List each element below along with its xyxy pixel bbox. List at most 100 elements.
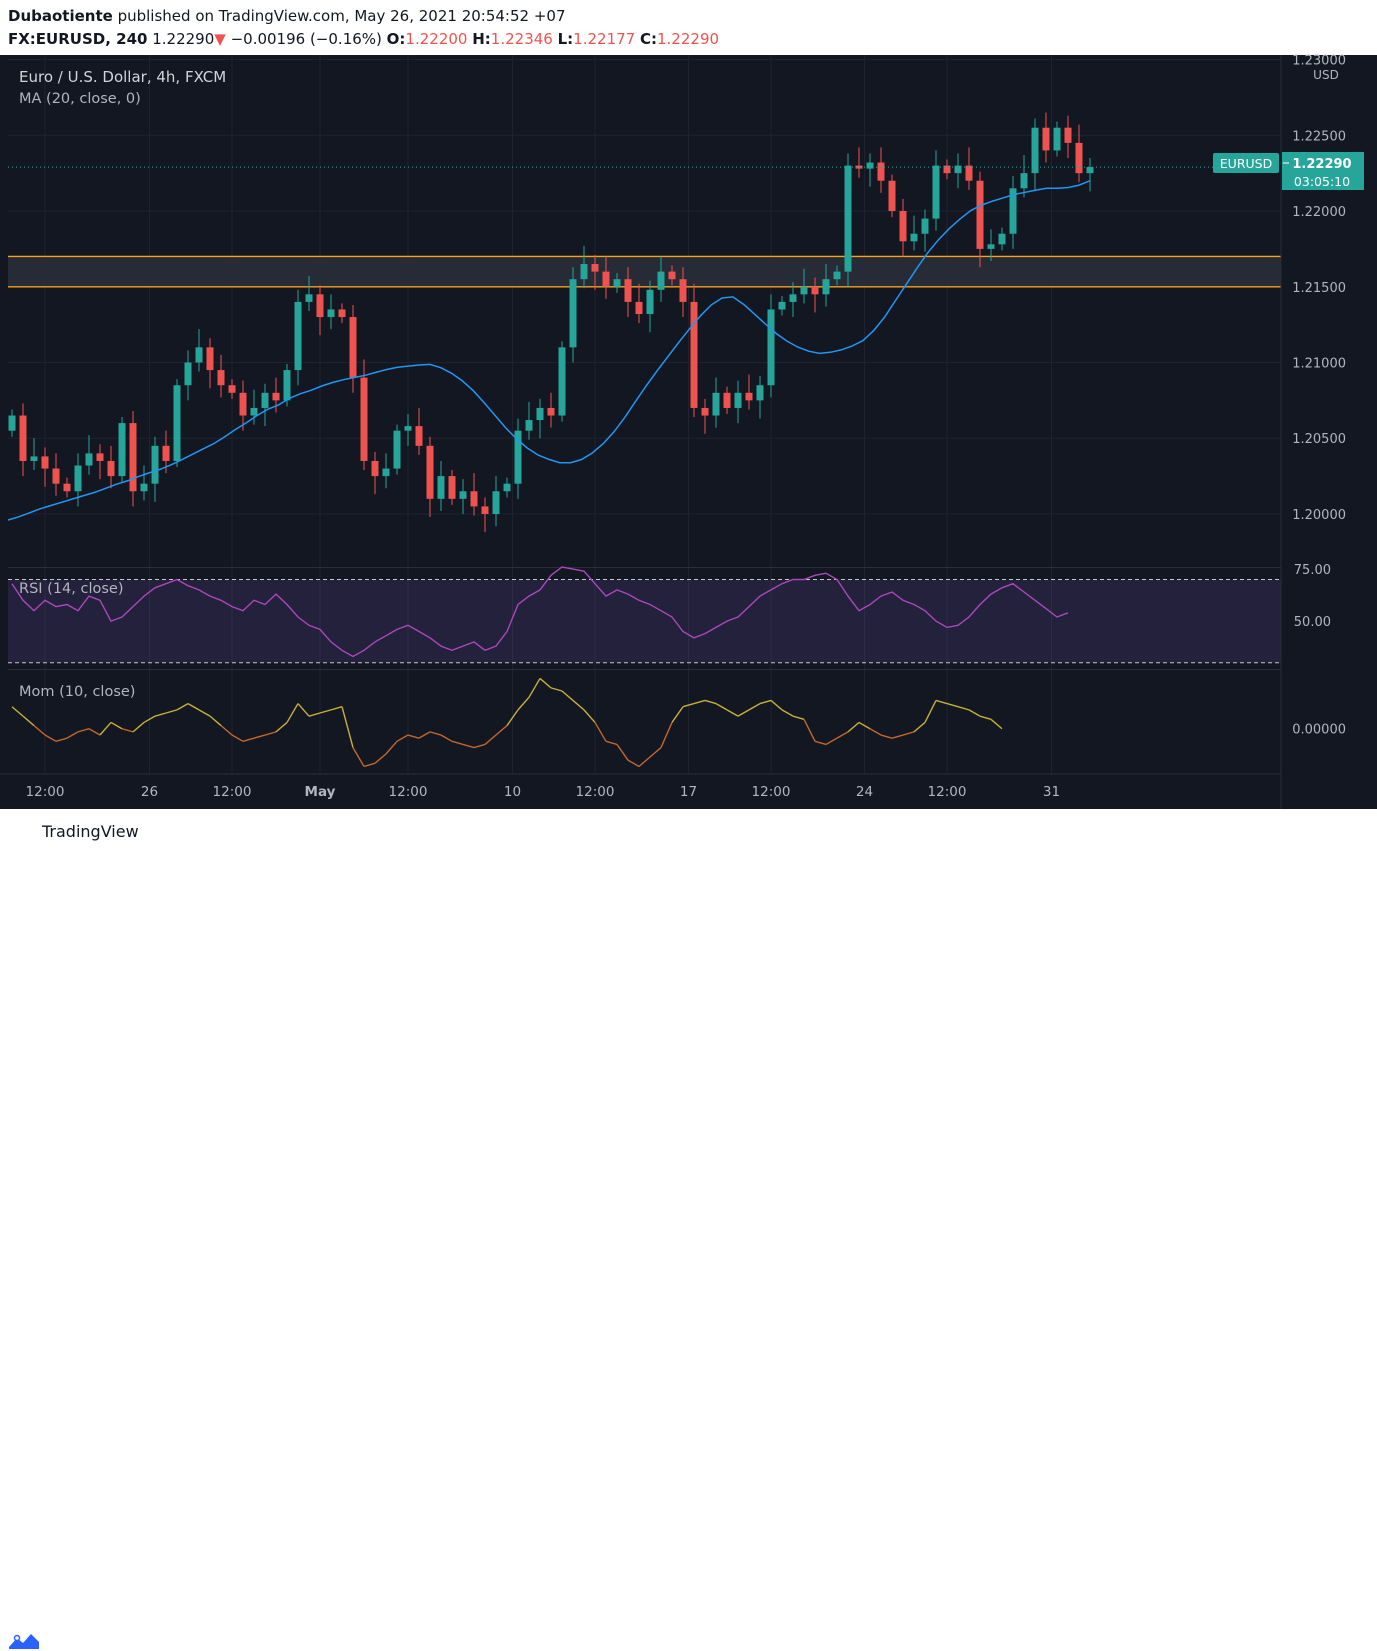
momentum-axis[interactable]: 0.00000 bbox=[1292, 723, 1346, 738]
momentum-segment bbox=[22, 715, 35, 727]
momentum-segment bbox=[66, 731, 79, 739]
momentum-segment bbox=[77, 728, 90, 733]
candle-body bbox=[52, 468, 60, 484]
momentum-segment bbox=[770, 699, 783, 711]
momentum-segment bbox=[44, 734, 57, 742]
candle-body bbox=[316, 294, 324, 318]
momentum-segment bbox=[539, 677, 552, 689]
close-value: 1.22290 bbox=[657, 30, 720, 48]
candle-body bbox=[1031, 127, 1039, 174]
candle-body bbox=[899, 211, 907, 242]
momentum-segment bbox=[957, 706, 970, 711]
candle-body bbox=[745, 392, 753, 401]
momentum-segment bbox=[198, 709, 211, 717]
momentum-segment bbox=[231, 734, 244, 742]
momentum-tick-label: 0.00000 bbox=[1292, 723, 1346, 738]
pane-divider-mom[interactable] bbox=[8, 669, 1281, 670]
symbol-badge-text: EURUSD bbox=[1220, 156, 1272, 171]
candle-body bbox=[789, 294, 797, 302]
candle-body bbox=[888, 180, 896, 212]
momentum-segment bbox=[649, 747, 662, 758]
price-axis[interactable]: 1.23000 1.22500 1.22000 1.21500 1.21000 1.205… bbox=[1292, 54, 1346, 523]
candle-body bbox=[514, 430, 522, 484]
momentum-segment bbox=[616, 744, 629, 761]
momentum-segment bbox=[88, 728, 101, 736]
symbol-legend-title[interactable]: Euro / U.S. Dollar, 4h, FXCM bbox=[19, 68, 226, 86]
momentum-segment bbox=[143, 715, 156, 724]
candle-body bbox=[976, 180, 984, 249]
candle-body bbox=[459, 491, 467, 499]
momentum-segment bbox=[396, 734, 409, 742]
momentum-segment bbox=[792, 715, 805, 720]
rsi-legend[interactable]: RSI (14, close) bbox=[19, 581, 124, 597]
momentum-segment bbox=[506, 709, 519, 726]
ma-legend[interactable]: MA (20, close, 0) bbox=[19, 91, 141, 107]
candle-body bbox=[1053, 127, 1061, 151]
momentum-segment bbox=[550, 687, 563, 692]
momentum-segment bbox=[374, 753, 387, 764]
candle-body bbox=[833, 271, 841, 280]
candle-body bbox=[569, 279, 577, 348]
candle-body bbox=[822, 279, 830, 295]
candle-body bbox=[602, 271, 610, 287]
momentum-segment bbox=[407, 734, 420, 739]
momentum-segment bbox=[946, 702, 959, 708]
candle-body bbox=[679, 279, 687, 302]
candle-body bbox=[107, 460, 115, 477]
candle-body bbox=[206, 347, 214, 371]
candle-body bbox=[195, 347, 203, 363]
chart-canvas[interactable]: 1.23000 1.22500 1.22000 1.21500 1.21000 1.205… bbox=[0, 0, 1377, 855]
candle-body bbox=[151, 445, 159, 484]
candle-body bbox=[481, 506, 489, 514]
momentum-segment bbox=[440, 734, 453, 742]
footer bbox=[0, 809, 1377, 1649]
momentum-segment bbox=[209, 715, 222, 727]
momentum-segment bbox=[825, 737, 838, 746]
candle-body bbox=[635, 301, 643, 315]
candle-body bbox=[492, 491, 500, 514]
candle-body bbox=[393, 430, 401, 469]
close-label: C: bbox=[639, 30, 657, 48]
candle-body bbox=[1064, 127, 1072, 143]
time-tick-label: 24 bbox=[856, 784, 873, 800]
candle-body bbox=[613, 279, 621, 287]
momentum-segment bbox=[165, 709, 178, 714]
high-value: 1.22346 bbox=[490, 30, 553, 48]
price-tick-label: 1.20000 bbox=[1292, 508, 1346, 523]
momentum-segment bbox=[869, 728, 882, 736]
time-axis[interactable]: 12:00 26 12:00 May 12:00 10 12:00 17 12:00 24 12:0… bbox=[26, 784, 1061, 800]
candle-body bbox=[261, 392, 269, 408]
mom-legend[interactable]: Mom (10, close) bbox=[19, 684, 135, 700]
candle-body bbox=[371, 460, 379, 477]
momentum-segment bbox=[352, 747, 365, 767]
author-name[interactable]: Dubaotiente bbox=[8, 7, 113, 25]
momentum-segment bbox=[462, 743, 475, 749]
candle-body bbox=[987, 244, 995, 249]
grid-lines bbox=[8, 55, 1281, 774]
momentum-segment bbox=[880, 734, 893, 739]
candle-body bbox=[470, 491, 478, 507]
momentum-segment bbox=[715, 702, 728, 711]
candle-body bbox=[712, 392, 720, 416]
rsi-axis[interactable]: 75.00 50.00 bbox=[1294, 563, 1331, 630]
candle-body bbox=[140, 483, 148, 492]
pane-divider-rsi[interactable] bbox=[8, 567, 1281, 568]
candle-body bbox=[129, 423, 137, 492]
momentum-segment bbox=[286, 703, 299, 723]
momentum-segment bbox=[891, 734, 904, 739]
time-tick-label: 12:00 bbox=[213, 784, 252, 800]
time-tick-label: 12:00 bbox=[928, 784, 967, 800]
last-price: 1.22290 bbox=[152, 30, 215, 48]
high-label: H: bbox=[472, 30, 491, 48]
time-tick-label: 26 bbox=[141, 784, 158, 800]
candle-body bbox=[657, 271, 665, 290]
momentum-segment bbox=[330, 706, 343, 711]
price-badge-value: 1.22290 bbox=[1292, 157, 1351, 172]
candle-body bbox=[74, 465, 82, 492]
price-tick-label: 1.22000 bbox=[1292, 205, 1346, 220]
tradingview-brand[interactable]: TradingView bbox=[42, 822, 139, 841]
candle-body bbox=[272, 392, 280, 401]
symbol-badge bbox=[1213, 153, 1279, 173]
candle-body bbox=[448, 476, 456, 499]
candle-body bbox=[954, 165, 962, 174]
